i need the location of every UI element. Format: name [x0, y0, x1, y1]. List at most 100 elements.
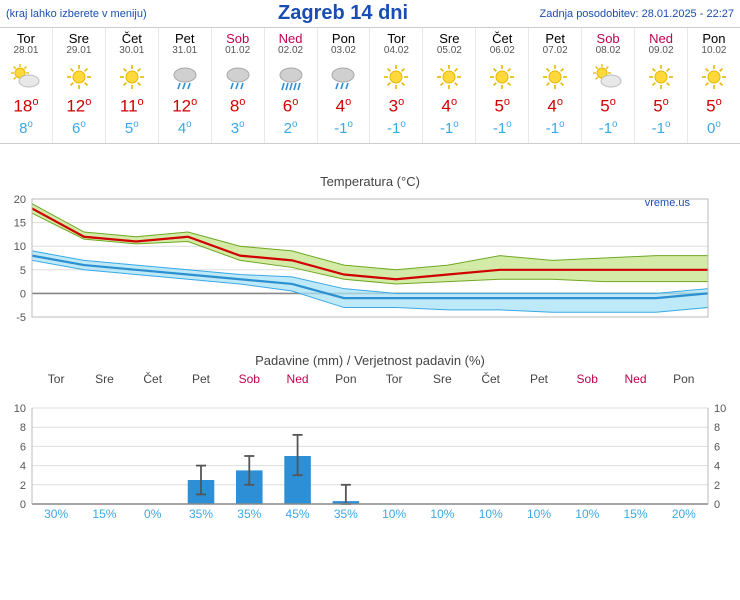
temp-chart-title: Temperatura (°C): [0, 174, 740, 189]
svg-text:15%: 15%: [624, 507, 648, 521]
precip-day-label: Sre: [80, 372, 128, 386]
header: (kraj lahko izberete v meniju) Zagreb 14…: [0, 0, 740, 27]
svg-text:10%: 10%: [430, 507, 454, 521]
day-date: 05.02: [423, 45, 475, 56]
forecast-day-5[interactable]: Ned02.026o2o: [265, 28, 318, 143]
day-date: 09.02: [635, 45, 687, 56]
chart-attribution: vreme.us: [645, 197, 690, 209]
svg-text:10%: 10%: [382, 507, 406, 521]
forecast-day-11[interactable]: Sob08.025o-1o: [582, 28, 635, 143]
day-abbr: Ned: [635, 32, 687, 45]
svg-text:4: 4: [20, 460, 26, 472]
svg-text:0: 0: [20, 288, 26, 300]
day-date: 06.02: [476, 45, 528, 56]
forecast-day-2[interactable]: Čet30.0111o5o: [106, 28, 159, 143]
day-abbr: Pon: [318, 32, 370, 45]
high-temp: 4o: [529, 96, 581, 117]
weather-icon: [529, 60, 581, 94]
precip-day-label: Čet: [129, 372, 177, 386]
day-abbr: Sre: [53, 32, 105, 45]
high-temp: 18o: [0, 96, 52, 117]
day-abbr: Sob: [212, 32, 264, 45]
high-temp: 6o: [265, 96, 317, 117]
day-date: 10.02: [688, 45, 740, 56]
forecast-day-13[interactable]: Pon10.025o0o: [688, 28, 740, 143]
weather-icon: [423, 60, 475, 94]
low-temp: 2o: [265, 119, 317, 137]
svg-text:5: 5: [20, 264, 26, 276]
day-date: 29.01: [53, 45, 105, 56]
weather-icon: [688, 60, 740, 94]
low-temp: 4o: [159, 119, 211, 137]
high-temp: 5o: [688, 96, 740, 117]
low-temp: -1o: [529, 119, 581, 137]
day-abbr: Čet: [476, 32, 528, 45]
svg-text:35%: 35%: [334, 507, 358, 521]
low-temp: -1o: [476, 119, 528, 137]
forecast-day-3[interactable]: Pet31.0112o4o: [159, 28, 212, 143]
low-temp: 3o: [212, 119, 264, 137]
forecast-day-0[interactable]: Tor28.0118o8o: [0, 28, 53, 143]
precip-day-label: Tor: [32, 372, 80, 386]
weather-icon: [53, 60, 105, 94]
forecast-day-9[interactable]: Čet06.02 5o -1o: [476, 28, 529, 143]
forecast-day-8[interactable]: Sre05.024o-1o: [423, 28, 476, 143]
svg-text:10%: 10%: [575, 507, 599, 521]
precip-days-row: TorSreČetPetSobNedPonTorSreČetPetSobNedP…: [0, 372, 740, 386]
precip-day-label: Ned: [273, 372, 321, 386]
high-temp: 11o: [106, 96, 158, 117]
svg-text:2: 2: [20, 479, 26, 491]
forecast-day-10[interactable]: Pet07.024o-1o: [529, 28, 582, 143]
svg-text:10%: 10%: [479, 507, 503, 521]
weather-icon: [159, 60, 211, 94]
weather-icon: [582, 60, 634, 94]
forecast-day-4[interactable]: Sob01.028o3o: [212, 28, 265, 143]
low-temp: 5o: [106, 119, 158, 137]
precip-day-label: Sre: [418, 372, 466, 386]
svg-text:35%: 35%: [189, 507, 213, 521]
high-temp: 3o: [370, 96, 422, 117]
high-temp: 4o: [423, 96, 475, 117]
menu-hint[interactable]: (kraj lahko izberete v meniju): [6, 8, 147, 20]
svg-text:-5: -5: [16, 312, 26, 323]
weather-icon: [106, 60, 158, 94]
svg-text:30%: 30%: [44, 507, 68, 521]
svg-text:10: 10: [714, 403, 726, 415]
day-date: 08.02: [582, 45, 634, 56]
high-temp: 5o: [582, 96, 634, 117]
high-temp: 5o: [476, 96, 528, 117]
svg-text:6: 6: [20, 441, 26, 453]
weather-icon: [476, 60, 528, 94]
forecast-day-7[interactable]: Tor04.023o-1o: [370, 28, 423, 143]
precip-chart: 0022446688101030%15%0%35%35%45%35%10%10%…: [0, 386, 740, 526]
forecast-day-6[interactable]: Pon03.024o-1o: [318, 28, 371, 143]
svg-text:0: 0: [20, 499, 26, 511]
low-temp: 6o: [53, 119, 105, 137]
low-temp: -1o: [318, 119, 370, 137]
svg-text:2: 2: [714, 479, 720, 491]
low-temp: -1o: [635, 119, 687, 137]
forecast-days-row: Tor28.0118o8oSre29.0112o6oČet30.0111o5oP…: [0, 27, 740, 144]
svg-text:10: 10: [14, 241, 26, 253]
svg-text:0%: 0%: [144, 507, 162, 521]
precip-chart-svg: 0022446688101030%15%0%35%35%45%35%10%10%…: [0, 386, 740, 526]
svg-text:20%: 20%: [672, 507, 696, 521]
day-abbr: Pet: [159, 32, 211, 45]
forecast-day-12[interactable]: Ned09.025o-1o: [635, 28, 688, 143]
precip-day-label: Pon: [322, 372, 370, 386]
svg-text:10: 10: [14, 403, 26, 415]
high-temp: 4o: [318, 96, 370, 117]
weather-icon: [318, 60, 370, 94]
svg-text:8: 8: [714, 422, 720, 434]
forecast-day-1[interactable]: Sre29.0112o6o: [53, 28, 106, 143]
precip-day-label: Pon: [660, 372, 708, 386]
day-date: 02.02: [265, 45, 317, 56]
precip-day-label: Ned: [611, 372, 659, 386]
svg-text:20: 20: [14, 194, 26, 206]
svg-text:35%: 35%: [237, 507, 261, 521]
svg-text:4: 4: [714, 460, 720, 472]
day-date: 07.02: [529, 45, 581, 56]
precip-day-label: Sob: [563, 372, 611, 386]
day-date: 28.01: [0, 45, 52, 56]
svg-text:15: 15: [14, 217, 26, 229]
